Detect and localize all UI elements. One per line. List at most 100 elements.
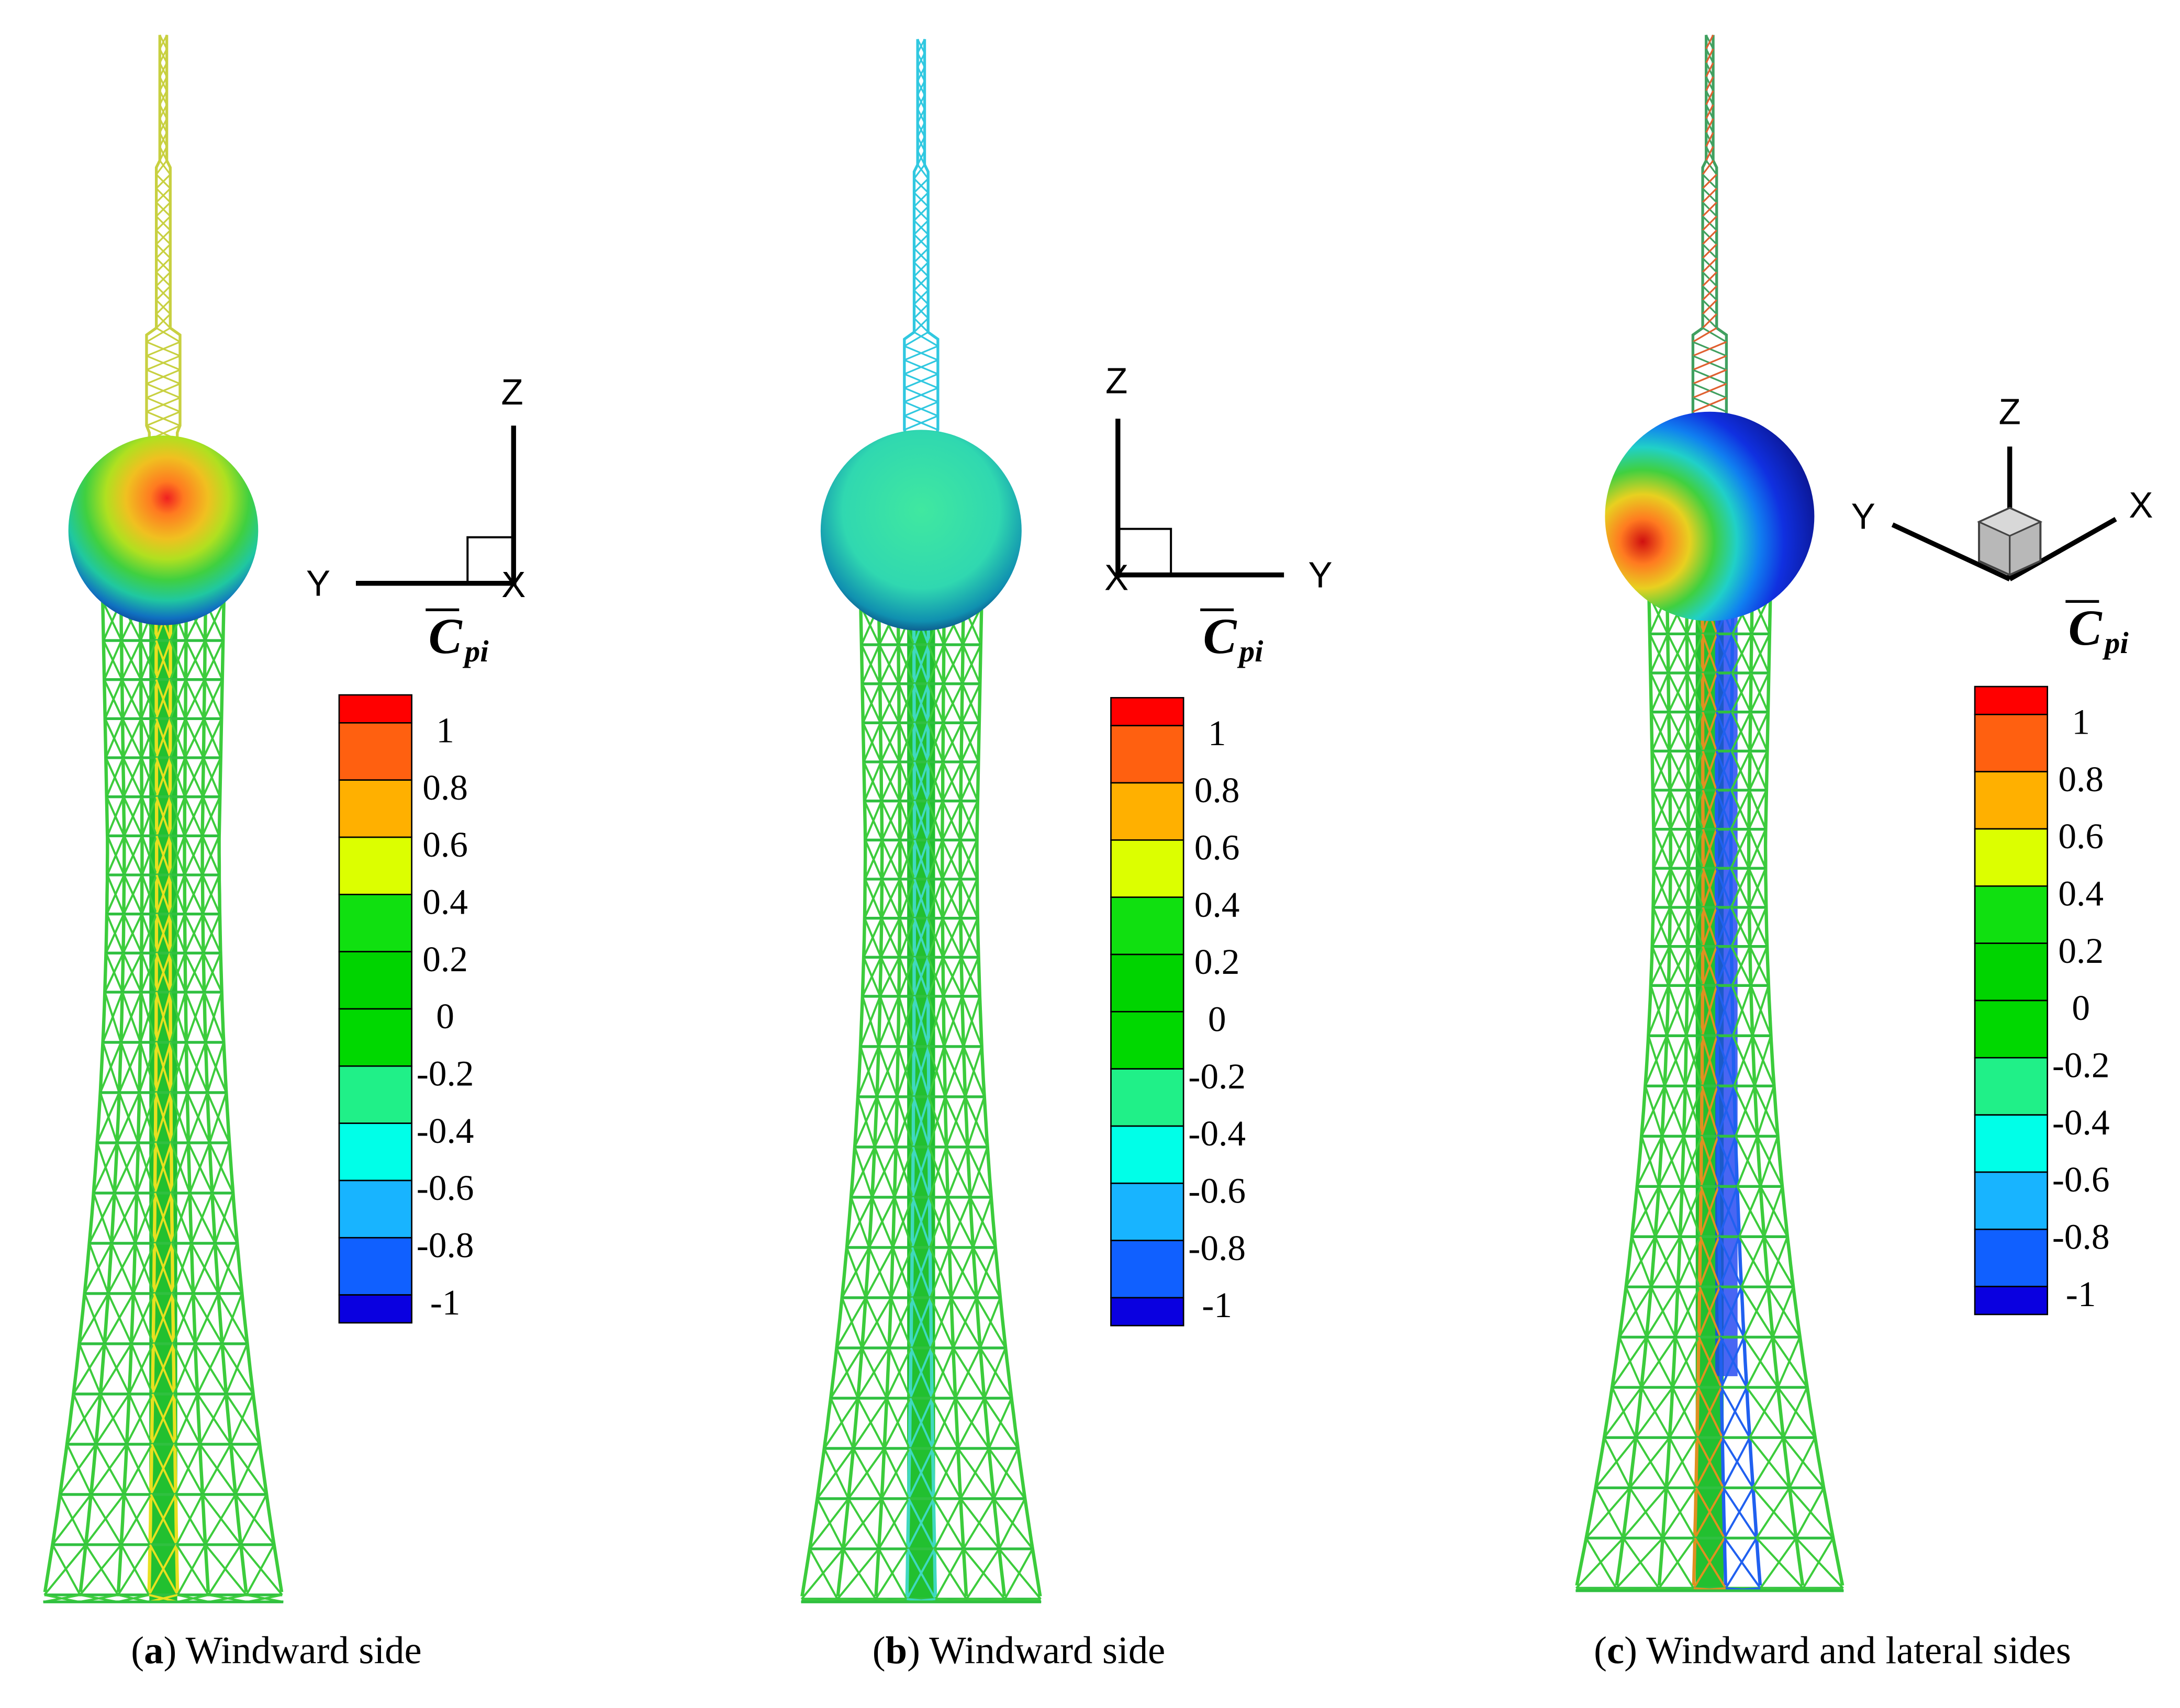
lattice-brace: [1759, 1537, 1797, 1589]
lattice-column: [147, 601, 159, 1592]
lattice-brace: [72, 1343, 106, 1395]
lattice-brace: [207, 1544, 242, 1595]
colorbar-band: [338, 1008, 412, 1067]
lattice-brace: [199, 1393, 227, 1445]
colorbar-band: [1110, 1297, 1184, 1327]
lattice-brace: [194, 1293, 220, 1344]
lattice-brace: [1722, 1437, 1751, 1489]
lattice-brace: [934, 1548, 965, 1600]
lattice-brace: [847, 1447, 886, 1500]
lattice-brace: [1756, 1085, 1775, 1137]
spire-brace: [1702, 187, 1717, 203]
spire-brace: [1692, 355, 1727, 371]
lattice-brace: [234, 1444, 261, 1495]
lattice-brace: [141, 874, 158, 915]
lattice-brace: [153, 1193, 173, 1244]
lattice-brace: [1715, 828, 1732, 869]
colorbar-band: [1110, 1182, 1184, 1241]
spire-brace: [1705, 76, 1714, 92]
lattice-brace: [1750, 633, 1771, 673]
lattice-brace: [959, 800, 979, 841]
lattice-brace: [961, 957, 980, 997]
lattice-brace: [173, 1343, 196, 1395]
lattice-brace: [1650, 946, 1671, 986]
lattice-brace: [110, 1193, 138, 1244]
lattice-brace: [944, 1046, 965, 1097]
lattice-brace: [898, 879, 915, 919]
caption-part: b: [886, 1629, 908, 1672]
lattice-brace: [1687, 790, 1704, 830]
colorbar-band: [1974, 1171, 2049, 1230]
lattice-brace: [966, 1096, 986, 1148]
colorbar-band: [1974, 885, 2049, 944]
lattice-brace: [184, 874, 204, 915]
spire-brace: [159, 104, 168, 119]
lattice-brace: [152, 1293, 174, 1344]
lattice-brace: [1658, 1537, 1696, 1589]
lattice-brace: [1730, 907, 1750, 947]
colorbar-band: [1974, 999, 2049, 1059]
lattice-brace: [187, 1092, 209, 1143]
lattice-brace: [1782, 1387, 1808, 1439]
lattice-brace: [1740, 1236, 1765, 1288]
lattice-brace: [169, 640, 187, 680]
colorbar-label: 0.4: [422, 882, 468, 922]
lattice-brace: [141, 796, 158, 837]
lattice-brace: [871, 1147, 897, 1198]
lattice-brace: [169, 718, 187, 758]
lattice-brace: [155, 913, 171, 953]
spire-brace: [155, 285, 171, 301]
lattice-brace: [1625, 1236, 1657, 1288]
lattice-brace: [1652, 868, 1672, 908]
colorbar-label: 0.8: [1194, 770, 1240, 810]
colorbar-band: [1974, 714, 2049, 773]
lattice-brace: [140, 757, 158, 797]
spire-brace: [904, 331, 929, 347]
lattice-brace: [1635, 1387, 1674, 1439]
spire-brace: [1702, 216, 1717, 231]
spire-brace: [155, 327, 181, 343]
lattice-brace: [1668, 907, 1690, 947]
lattice-brace: [141, 835, 158, 875]
spire-brace: [155, 299, 171, 315]
spire-brace: [146, 397, 181, 413]
lattice-brace: [963, 996, 981, 1047]
spire-brace: [1702, 299, 1717, 315]
lattice-brace: [214, 1193, 234, 1244]
lattice-brace: [1722, 1487, 1758, 1539]
lattice-brace: [910, 1297, 932, 1349]
spire-brace: [1692, 341, 1727, 357]
lattice-brace: [140, 913, 158, 954]
lattice-brace: [155, 679, 172, 720]
lattice-brace: [88, 1193, 116, 1244]
spire-brace: [159, 62, 168, 77]
lattice-brace: [1603, 1387, 1642, 1439]
colorbar-band: [1110, 953, 1184, 1013]
lattice-brace: [1640, 1085, 1666, 1137]
lattice-brace: [203, 952, 222, 993]
lattice-brace: [1686, 672, 1704, 713]
lattice-column: [116, 601, 144, 1592]
lattice-brace: [1636, 1136, 1663, 1187]
lattice-brace: [99, 1042, 122, 1093]
spire-brace: [159, 35, 168, 50]
lattice-brace: [169, 757, 186, 797]
spire-brace: [1702, 285, 1717, 301]
lattice-brace: [140, 718, 158, 758]
lattice-brace: [1752, 1437, 1785, 1489]
lattice-brace: [1717, 1085, 1736, 1137]
lattice-brace: [1679, 1186, 1702, 1238]
lattice-brace: [139, 992, 158, 1043]
lattice-brace: [1759, 1136, 1779, 1187]
lattice-brace: [895, 1096, 915, 1148]
lattice-brace: [926, 839, 944, 880]
lattice-brace: [945, 1096, 967, 1148]
lattice-brace: [1668, 711, 1689, 752]
colorbar-label: 0.2: [2058, 930, 2104, 971]
lattice-brace: [1777, 1387, 1816, 1439]
lattice-brace: [184, 679, 206, 720]
colorbar-title: C: [2069, 600, 2103, 656]
spire-brace: [1692, 327, 1717, 343]
lattice-brace: [857, 1347, 890, 1399]
colorbar-band: [1974, 1057, 2049, 1116]
